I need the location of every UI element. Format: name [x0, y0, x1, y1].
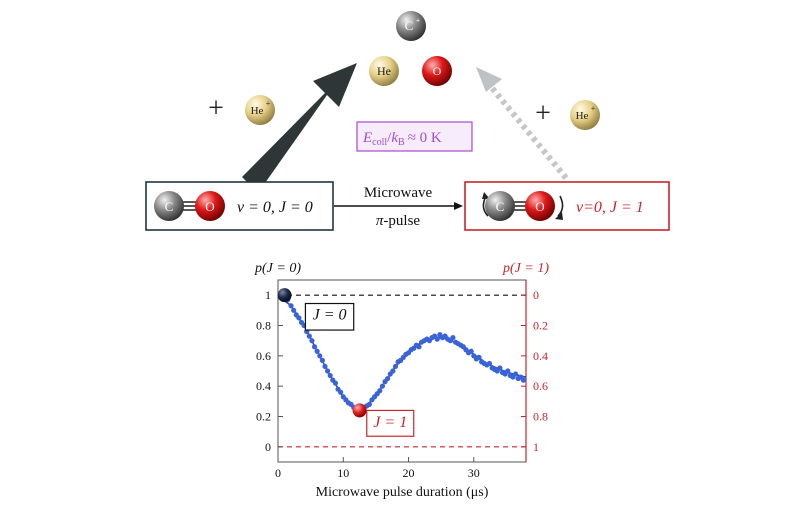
data-point [416, 344, 422, 350]
pi-pulse-label: π-pulse [376, 213, 421, 229]
helium-ion-left: He + [245, 95, 275, 125]
carbon-label-left: C [165, 199, 174, 214]
he-plus-right-label: He [576, 110, 589, 122]
start-point-marker [277, 288, 292, 303]
y-tick-label-right: 0.6 [533, 379, 548, 393]
carbon-ion-atom: C + [396, 11, 426, 41]
o-center-label: O [433, 64, 442, 78]
reaction-arrow-dotted [476, 67, 569, 180]
rotation-arrow-right-icon [557, 195, 564, 217]
data-point [377, 388, 383, 394]
y-tick-label-left: 0.8 [256, 319, 271, 333]
data-point [520, 377, 526, 383]
y-axis-label-left: p(J = 0) [254, 261, 301, 276]
y-tick-label-left: 1 [265, 288, 271, 302]
data-point [322, 363, 328, 370]
minimum-point-marker [352, 403, 367, 418]
data-point [327, 372, 333, 379]
microwave-label: Microwave [364, 185, 433, 201]
carbon-atom-right [485, 191, 515, 221]
oxygen-label-right: O [535, 199, 544, 214]
y-tick-label-right: 0 [533, 288, 539, 302]
c-plus-charge: + [416, 16, 421, 25]
data-point [486, 360, 493, 367]
oxygen-atom-center: O [422, 56, 452, 86]
y-tick-label-left: 0.2 [256, 410, 271, 424]
collision-energy-box: Ecoll/kB ≈ 0 K [356, 121, 473, 152]
data-point [291, 307, 297, 313]
y-tick-label-left: 0.4 [256, 379, 271, 393]
he-plus-right-charge: + [591, 104, 596, 113]
x-tick-label: 10 [337, 466, 349, 480]
data-point [385, 375, 391, 382]
c-plus-label: C [405, 18, 414, 33]
y-tick-label-left: 0 [265, 440, 271, 454]
data-point [338, 389, 344, 395]
data-point [512, 371, 519, 377]
data-point [505, 368, 511, 374]
y-tick-label-right: 0.8 [533, 410, 548, 424]
x-axis-label: Microwave pulse duration (μs) [316, 485, 489, 500]
data-point [476, 354, 482, 360]
state-box-ground: C O v = 0, J = 0 [145, 181, 334, 231]
collision-energy-label: Ecoll/kB ≈ 0 K [362, 130, 442, 148]
data-point [311, 344, 318, 350]
y-tick-label-right: 0.4 [533, 349, 548, 363]
y-axis-label-right: p(J = 1) [502, 261, 549, 276]
helium-ion-right: He + [570, 100, 600, 130]
data-point [450, 335, 456, 341]
data-point [314, 348, 320, 354]
label-box-j0: J = 0 [304, 302, 355, 331]
x-tick-label: 0 [275, 466, 281, 480]
data-point [390, 368, 396, 374]
he-plus-left-charge: + [266, 99, 271, 108]
state-label-ground: v = 0, J = 0 [237, 199, 313, 216]
x-tick-label: 20 [403, 466, 415, 480]
oxygen-label-left: O [205, 199, 214, 214]
data-point [325, 368, 331, 374]
helium-atom-center: He [369, 56, 399, 86]
y-tick-label-left: 0.6 [256, 349, 271, 363]
highlight-markers [277, 288, 367, 418]
microwave-transition: Microwave π-pulse [334, 185, 463, 229]
data-point [306, 333, 312, 339]
data-point [332, 380, 339, 386]
data-point [288, 303, 294, 309]
y-tick-label-right: 0.2 [533, 319, 548, 333]
data-point [319, 357, 325, 363]
he-center-label: He [377, 64, 391, 78]
label-j0: J = 0 [313, 306, 347, 323]
plus-sign-right: + [535, 98, 551, 129]
data-point [434, 336, 440, 342]
label-j1: J = 1 [373, 414, 407, 431]
x-tick-label: 30 [468, 466, 480, 480]
data-point [497, 365, 503, 371]
carbon-label-right: C [496, 199, 505, 214]
carbon-atom-left [154, 191, 184, 221]
plus-sign-left: + [208, 93, 224, 124]
he-plus-left-label: He [251, 105, 264, 117]
data-point [317, 353, 323, 359]
data-point [296, 315, 302, 321]
data-point [379, 383, 386, 389]
oxygen-atom-right [525, 191, 555, 221]
data-points [281, 291, 526, 414]
data-point [468, 348, 474, 354]
data-point [392, 363, 399, 370]
oxygen-atom-left [195, 191, 225, 221]
data-point [366, 401, 372, 407]
y-tick-label-right: 1 [533, 440, 539, 454]
state-box-excited: C O v=0, J = 1 [464, 181, 670, 231]
reaction-arrow-dark [242, 63, 357, 193]
state-label-excited: v=0, J = 1 [576, 199, 644, 216]
data-point [309, 338, 315, 344]
label-box-j1: J = 1 [366, 409, 415, 437]
